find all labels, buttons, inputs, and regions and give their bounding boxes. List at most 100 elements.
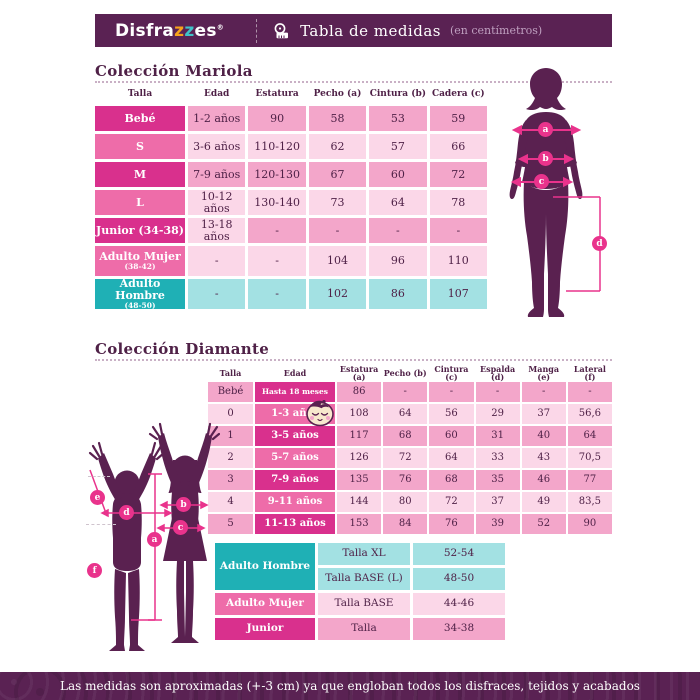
kids-marker-b: b bbox=[176, 497, 191, 512]
mariola-col-header: Edad bbox=[204, 89, 230, 100]
diamante-cell: 31 bbox=[475, 426, 520, 446]
mariola-size-label: Adulto Hombre (48-50) bbox=[95, 278, 185, 309]
diamante-age-cell: 5-7 años bbox=[255, 448, 335, 468]
diamante-cell: 43 bbox=[521, 448, 566, 468]
mariola-cell: 78 bbox=[429, 190, 487, 215]
mariola-cell: 67 bbox=[308, 162, 367, 187]
kids-marker-e: e bbox=[90, 490, 105, 505]
diamante-cell: 117 bbox=[337, 426, 382, 446]
diamante-cell: 126 bbox=[337, 448, 382, 468]
guide-line bbox=[88, 476, 110, 477]
diamante-age-cell: 3-5 años bbox=[255, 426, 335, 446]
diamante-section-rule bbox=[95, 359, 612, 361]
diamante-size-cell: Bebé bbox=[208, 382, 253, 402]
mariola-cell: 72 bbox=[429, 162, 487, 187]
mariola-cell: - bbox=[248, 218, 306, 243]
mariola-cell: 10-12 años bbox=[188, 190, 246, 215]
diamante-cell: 68 bbox=[383, 426, 428, 446]
woman-marker-b: b bbox=[538, 151, 553, 166]
mariola-cell: - bbox=[308, 218, 367, 243]
mariola-cell: 7-9 años bbox=[188, 162, 246, 187]
mariola-size-label: M bbox=[95, 162, 185, 187]
diamante-cell: 60 bbox=[429, 426, 474, 446]
mariola-col-header: Talla bbox=[127, 89, 153, 100]
adult-size-range-cell: 44-46 bbox=[413, 593, 505, 615]
kids-marker-c: c bbox=[173, 520, 188, 535]
mariola-cell: 53 bbox=[369, 106, 427, 131]
kids-silhouette bbox=[88, 422, 220, 651]
footer-bar: Las medidas son aproximadas (+-3 cm) ya … bbox=[0, 672, 700, 700]
footer-note: Las medidas son aproximadas (+-3 cm) ya … bbox=[60, 679, 640, 693]
mariola-cell: - bbox=[188, 246, 246, 276]
adult-sizes-table: Adulto Hombre Talla XL 52-54 Talla BASE (L)… bbox=[215, 543, 505, 640]
diamante-cell: 64 bbox=[567, 426, 612, 446]
diamante-cell: 37 bbox=[475, 492, 520, 512]
diamante-cell: 39 bbox=[475, 514, 520, 534]
diamante-cell: - bbox=[383, 382, 428, 402]
mariola-col-header: Cintura (b) bbox=[369, 89, 427, 100]
mariola-cell: 59 bbox=[429, 106, 487, 131]
diamante-cell: 56 bbox=[429, 404, 474, 424]
guide-line bbox=[86, 524, 116, 525]
kids-marker-f: f bbox=[87, 563, 102, 578]
diamante-size-cell: 3 bbox=[208, 470, 253, 490]
diamante-table: Talla Edad Estatura (a) Pecho (b) Cintura (c… bbox=[208, 363, 612, 534]
diamante-cell: 76 bbox=[429, 514, 474, 534]
baby-face-icon bbox=[306, 400, 334, 427]
mariola-cell: - bbox=[188, 279, 246, 309]
diamante-cell: 86 bbox=[337, 382, 382, 402]
mariola-cell: - bbox=[248, 279, 306, 309]
diamante-col-header: Manga (e) bbox=[528, 363, 560, 382]
diamante-cell: 90 bbox=[567, 514, 612, 534]
diamante-cell: 77 bbox=[567, 470, 612, 490]
mariola-cell: 107 bbox=[429, 279, 487, 309]
mariola-table: Talla Edad Estatura Pecho (a) Cintura (b) Cad… bbox=[95, 87, 487, 309]
adult-size-range-cell: 52-54 bbox=[413, 543, 505, 565]
diamante-cell: 46 bbox=[521, 470, 566, 490]
diamante-cell: 33 bbox=[475, 448, 520, 468]
diamante-cell: 52 bbox=[521, 514, 566, 534]
diamante-size-cell: 1 bbox=[208, 426, 253, 446]
mariola-cell: 3-6 años bbox=[188, 134, 246, 159]
kids-marker-a: a bbox=[147, 532, 162, 547]
mariola-cell: 96 bbox=[369, 246, 427, 276]
diamante-age-cell: 7-9 años bbox=[255, 470, 335, 490]
diamante-cell: 68 bbox=[429, 470, 474, 490]
header-divider bbox=[256, 18, 258, 43]
header-bar: Disfrazzes® Tabla de medidas (en centíme… bbox=[95, 14, 612, 47]
disfrazzes-logo: Disfrazzes® bbox=[115, 20, 225, 41]
mariola-cell: 86 bbox=[369, 279, 427, 309]
woman-marker-d: d bbox=[592, 236, 607, 251]
adult-group-label: Junior bbox=[215, 618, 315, 640]
mariola-size-label: Adulto Mujer (38-42) bbox=[95, 246, 185, 276]
measuring-tape-icon bbox=[273, 22, 290, 40]
diamante-cell: - bbox=[521, 382, 566, 402]
diamante-col-header: Lateral (f) bbox=[573, 363, 606, 382]
adult-size-range-cell: 48-50 bbox=[413, 568, 505, 590]
diamante-cell: 72 bbox=[383, 448, 428, 468]
diamante-cell: 70,5 bbox=[567, 448, 612, 468]
page-title: Tabla de medidas bbox=[300, 21, 441, 40]
diamante-col-header: Talla bbox=[219, 367, 242, 378]
diamante-age-cell: 9-11 años bbox=[255, 492, 335, 512]
mariola-cell: 57 bbox=[369, 134, 427, 159]
diamante-cell: 29 bbox=[475, 404, 520, 424]
diamante-col-header: Espalda (d) bbox=[479, 363, 516, 382]
diamante-size-cell: 2 bbox=[208, 448, 253, 468]
adult-size-name-cell: Talla XL bbox=[318, 543, 410, 565]
mariola-cell: 60 bbox=[369, 162, 427, 187]
mariola-cell: 73 bbox=[308, 190, 367, 215]
diamante-cell: 108 bbox=[337, 404, 382, 424]
diamante-col-header: Cintura (c) bbox=[434, 363, 469, 382]
mariola-cell: - bbox=[369, 218, 427, 243]
mariola-size-label: L bbox=[95, 190, 185, 215]
diamante-cell: 49 bbox=[521, 492, 566, 512]
diamante-age-cell: Hasta 18 meses bbox=[255, 382, 335, 402]
mariola-cell: 130-140 bbox=[248, 190, 306, 215]
diamante-col-header: Pecho (b) bbox=[383, 367, 427, 378]
mariola-section-rule bbox=[95, 81, 612, 83]
diamante-cell: 83,5 bbox=[567, 492, 612, 512]
adult-size-range-cell: 34-38 bbox=[413, 618, 505, 640]
mariola-col-header: Estatura bbox=[255, 89, 299, 100]
